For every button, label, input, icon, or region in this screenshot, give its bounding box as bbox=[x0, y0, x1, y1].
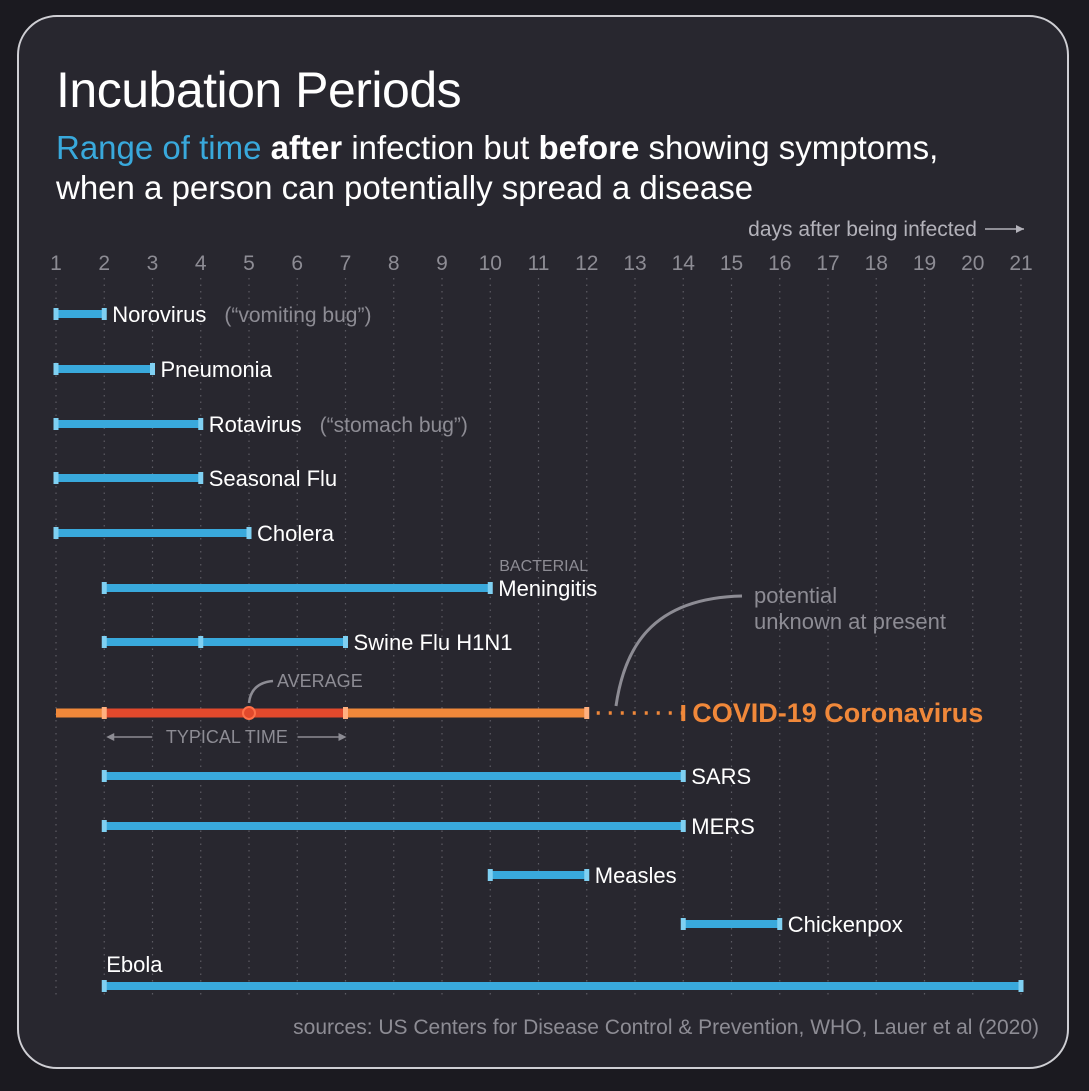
x-tick-label-11: 11 bbox=[528, 252, 550, 275]
bar-pneumonia-end-cap bbox=[150, 363, 155, 375]
bar-label-chickenpox: Chickenpox bbox=[788, 912, 903, 937]
bar-sars-start-cap bbox=[101, 770, 107, 782]
x-tick-label-21: 21 bbox=[1009, 252, 1032, 275]
typical-arrow-right-head bbox=[338, 733, 347, 741]
bar-ebola-end-cap bbox=[1018, 980, 1024, 992]
bar-label-seasonal-flu: Seasonal Flu bbox=[209, 466, 337, 491]
bar-covid-19-coronavirus-typical-end-cap bbox=[343, 707, 348, 719]
bar-note-rotavirus: (“stomach bug”) bbox=[320, 414, 468, 437]
x-tick-label-16: 16 bbox=[768, 252, 791, 275]
potential-pointer bbox=[614, 594, 743, 707]
bar-sars-end-cap bbox=[680, 770, 686, 782]
x-axis-label: days after being infected bbox=[748, 218, 977, 241]
subtitle-line-1: Range of time after infection but before… bbox=[56, 128, 938, 168]
bar-covid-19-coronavirus-end-cap bbox=[584, 707, 590, 719]
x-tick-label-19: 19 bbox=[913, 252, 936, 275]
x-tick-label-10: 10 bbox=[479, 252, 502, 275]
bar-cholera-end-cap bbox=[246, 527, 252, 539]
page-title: Incubation Periods bbox=[56, 62, 462, 118]
bar-swine-flu-h1n1-mid-cap bbox=[198, 636, 204, 648]
x-tick-label-4: 4 bbox=[195, 252, 207, 275]
subtitle-highlight: Range of time bbox=[56, 129, 271, 166]
x-tick-label-6: 6 bbox=[291, 252, 303, 275]
x-axis-arrow-head bbox=[1016, 225, 1024, 233]
subtitle-mid: infection but bbox=[342, 129, 539, 166]
bar-label-mers: MERS bbox=[691, 814, 755, 839]
x-tick-label-3: 3 bbox=[147, 252, 159, 275]
bar-seasonal-flu-end-cap bbox=[198, 472, 204, 484]
bar-label-covid-19-coronavirus: COVID-19 Coronavirus bbox=[692, 698, 983, 728]
bar-cholera-start-cap bbox=[53, 527, 59, 539]
x-tick-label-9: 9 bbox=[436, 252, 448, 275]
bar-chickenpox-end-cap bbox=[777, 918, 783, 930]
bar-note-norovirus: (“vomiting bug”) bbox=[224, 304, 371, 327]
bar-meningitis-end-cap bbox=[487, 582, 493, 594]
chart-card bbox=[17, 15, 1069, 1069]
x-tick-label-14: 14 bbox=[672, 252, 696, 275]
bar-mers-start-cap bbox=[101, 820, 107, 832]
bar-label-pneumonia: Pneumonia bbox=[161, 357, 273, 382]
bar-label-cholera: Cholera bbox=[257, 521, 335, 546]
bar-rotavirus-start-cap bbox=[53, 418, 59, 430]
x-tick-label-12: 12 bbox=[575, 252, 598, 275]
covid-average-dot bbox=[242, 706, 256, 720]
x-tick-label-15: 15 bbox=[720, 252, 743, 275]
x-tick-label-17: 17 bbox=[816, 252, 839, 275]
bar-label-measles: Measles bbox=[595, 863, 677, 888]
bar-measles-end-cap bbox=[584, 869, 590, 881]
bar-label-norovirus: Norovirus bbox=[112, 302, 206, 327]
bar-seasonal-flu-start-cap bbox=[53, 472, 59, 484]
potential-label-line-1: potential bbox=[754, 583, 837, 608]
bar-label-meningitis: Meningitis bbox=[498, 576, 597, 601]
subtitle-after: after bbox=[270, 129, 343, 166]
bar-label-rotavirus: Rotavirus bbox=[209, 412, 302, 437]
bar-meningitis-start-cap bbox=[101, 582, 107, 594]
potential-label-line-2: unknown at present bbox=[754, 609, 946, 634]
average-pointer bbox=[247, 679, 274, 704]
bar-mers-end-cap bbox=[680, 820, 686, 832]
average-label: AVERAGE bbox=[277, 671, 363, 691]
bar-prefix-meningitis: BACTERIAL bbox=[499, 558, 588, 575]
bar-label-sars: SARS bbox=[691, 764, 751, 789]
x-tick-label-13: 13 bbox=[623, 252, 646, 275]
bar-swine-flu-h1n1-end-cap bbox=[343, 636, 348, 648]
subtitle-line-2: when a person can potentially spread a d… bbox=[56, 169, 754, 206]
bar-norovirus-end-cap bbox=[101, 308, 107, 320]
typical-arrow-left-head bbox=[106, 733, 115, 741]
typical-time-label: TYPICAL TIME bbox=[166, 727, 288, 747]
x-tick-label-5: 5 bbox=[243, 252, 255, 275]
bar-rotavirus-end-cap bbox=[198, 418, 204, 430]
x-tick-label-18: 18 bbox=[865, 252, 888, 275]
x-tick-label-1: 1 bbox=[50, 252, 62, 275]
x-tick-label-20: 20 bbox=[961, 252, 984, 275]
bar-label-ebola: Ebola bbox=[106, 952, 163, 977]
x-tick-label-7: 7 bbox=[340, 252, 352, 275]
source-note: sources: US Centers for Disease Control … bbox=[293, 1016, 1039, 1039]
bar-label-swine-flu-h1n1: Swine Flu H1N1 bbox=[354, 630, 513, 655]
bar-ebola-start-cap bbox=[101, 980, 107, 992]
bar-covid-19-coronavirus-typical-start-cap bbox=[101, 707, 107, 719]
bar-norovirus-start-cap bbox=[53, 308, 59, 320]
bar-swine-flu-h1n1-start-cap bbox=[101, 636, 107, 648]
bar-pneumonia-start-cap bbox=[53, 363, 59, 375]
x-tick-label-2: 2 bbox=[98, 252, 110, 275]
x-tick-label-8: 8 bbox=[388, 252, 400, 275]
bar-chickenpox-start-cap bbox=[680, 918, 686, 930]
subtitle: Range of time after infection but before… bbox=[56, 128, 938, 208]
subtitle-end: showing symptoms, bbox=[639, 129, 939, 166]
bar-measles-start-cap bbox=[487, 869, 493, 881]
subtitle-before: before bbox=[538, 129, 640, 166]
bar-covid-19-coronavirus-potential-cap bbox=[681, 705, 686, 721]
